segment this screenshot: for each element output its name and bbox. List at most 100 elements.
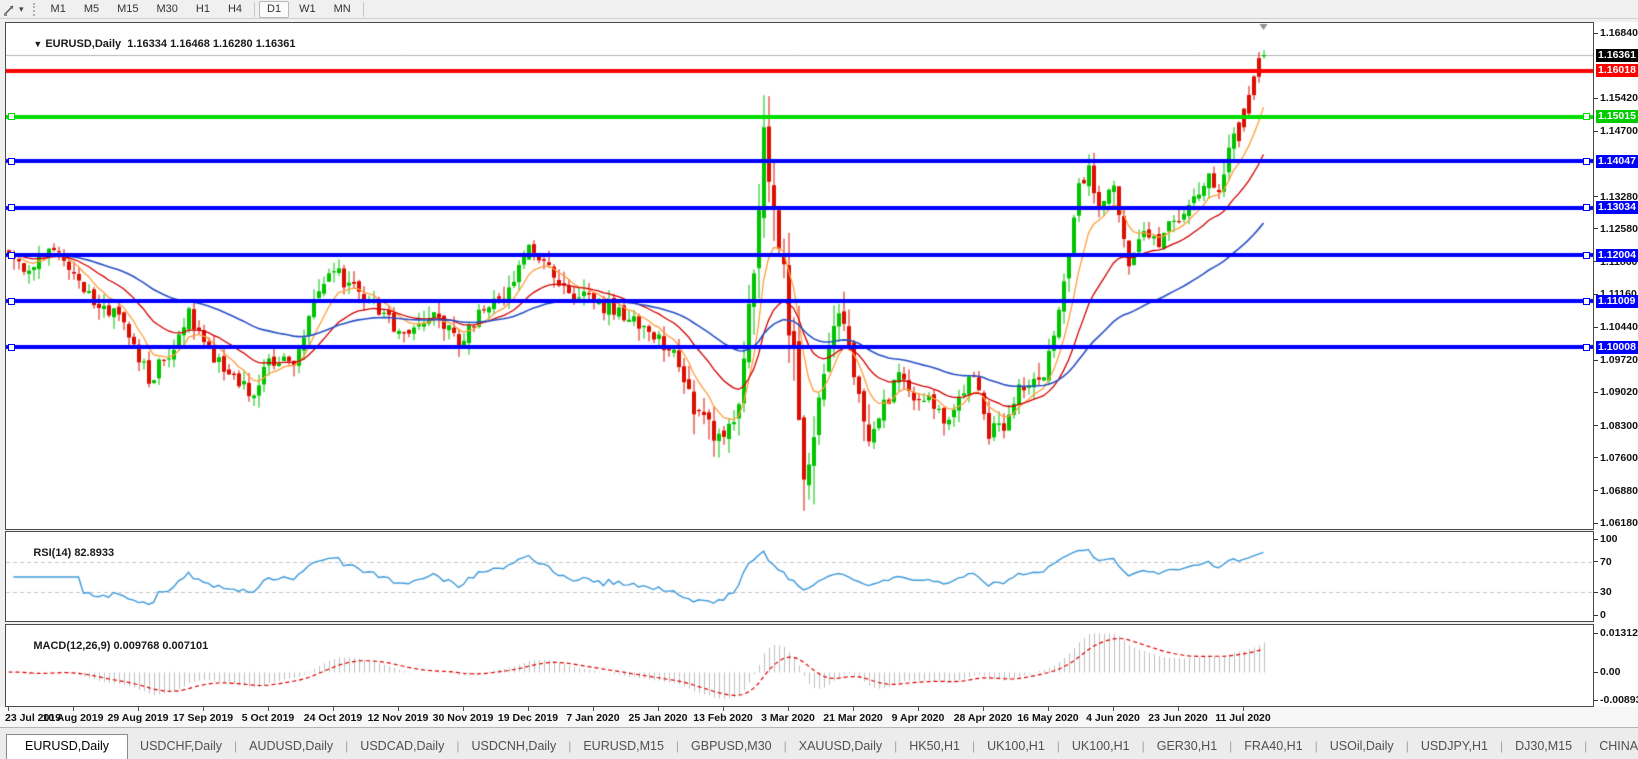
price-tick-mark [1594,457,1598,459]
macd-name: MACD(12,26,9) [33,640,111,652]
macd-tick-mark [1594,671,1598,673]
date-tick-mark [983,707,984,711]
date-tick-mark [138,707,139,711]
hline-handle[interactable] [1583,204,1590,212]
timeframe-button-w1[interactable]: W1 [299,2,316,15]
tab-divider: | [1229,738,1233,753]
tab-uk100-h1[interactable]: UK100,H1 [987,739,1045,753]
tab-uk100-h1[interactable]: UK100,H1 [1071,739,1130,753]
price-tick-mark [1594,293,1598,295]
tab-divider: | [1141,738,1145,753]
tab-usdcnh-daily[interactable]: USDCNH,Daily [471,739,557,753]
timeframe-button-d1[interactable]: D1 [259,0,290,18]
rsi-tick-label: 30 [1600,586,1612,599]
toolbar-grip[interactable] [32,2,37,16]
rsi-tick-mark [1594,538,1598,540]
date-tick-label: 23 Jun 2020 [1148,712,1208,724]
timeframe-button-m1[interactable]: M1 [50,2,66,15]
price-tick-label: 1.12580 [1600,222,1638,235]
cursor-tool-icon [4,5,14,16]
price-tick-label: 1.15420 [1600,92,1638,105]
dropdown-caret-icon: ▾ [19,3,24,14]
rsi-value: 82.8933 [74,547,115,559]
main-chart-canvas[interactable] [6,23,1593,529]
main-chart-panel: ▼ EURUSD,Daily 1.16334 1.16468 1.16280 1… [5,22,1594,530]
price-tick-mark [1594,261,1598,263]
hline-price-badge: 1.13034 [1596,201,1638,215]
rsi-canvas[interactable] [6,532,1593,621]
date-tick-mark [723,707,724,711]
date-tick-mark [398,707,399,711]
chart-title-caret-icon[interactable]: ▼ [33,39,43,49]
tab-audusd-daily[interactable]: AUDUSD,Daily [249,739,334,753]
date-tick-mark [1178,707,1179,711]
price-tick-label: 1.09720 [1600,354,1638,367]
tab-divider: | [675,738,680,753]
macd-tick-label: 0.00 [1600,666,1621,678]
rsi-indicator-panel: RSI(14) 82.8933 [5,531,1594,622]
price-tick-mark [1594,97,1598,99]
tab-divider: | [1584,738,1588,753]
date-tick-mark [463,707,464,711]
date-tick-label: 10 Aug 2019 [42,712,104,724]
hline-handle[interactable] [1583,157,1590,165]
macd-tick-label: -0.008933 [1600,694,1638,706]
hline-handle[interactable] [1583,113,1590,121]
date-tick-mark [788,707,789,711]
rsi-tick-label: 70 [1600,555,1612,568]
date-tick-label: 24 Oct 2019 [303,712,363,724]
hline-handle[interactable] [8,343,15,351]
tab-fra40-h1[interactable]: FRA40,H1 [1244,739,1303,753]
chart-tabs: EURUSD,Daily USDCHF,Daily | AUDUSD,Daily | US… [0,733,1638,759]
macd-tick-mark [1594,632,1598,634]
hline-handle[interactable] [8,157,15,165]
hline-handle[interactable] [8,113,15,121]
timeframe-button-h4[interactable]: H4 [227,2,243,15]
tab-divider: | [971,738,976,753]
tab-dj30-m15[interactable]: DJ30,M15 [1515,739,1573,753]
timeframe-button-h1[interactable]: H1 [195,2,210,15]
date-tick-label: 11 Jul 2020 [1215,712,1271,724]
hline-handle[interactable] [8,204,15,212]
hline-handle[interactable] [1583,343,1590,351]
timeframe-button-m15[interactable]: M15 [117,2,139,15]
hline-handle[interactable] [1583,251,1590,259]
timeframe-button-mn[interactable]: MN [333,2,351,15]
tab-eurusd-m15[interactable]: EURUSD,M15 [583,739,664,753]
tab-xauusd-daily[interactable]: XAUUSD,Daily [798,739,883,753]
price-tick-mark [1594,32,1598,34]
price-tick-label: 1.09020 [1600,386,1638,399]
tab-usoil-daily[interactable]: USOil,Daily [1329,739,1394,753]
price-tick-label: 1.07600 [1600,451,1638,464]
date-axis[interactable]: 23 Jul 2019 10 Aug 2019 29 Aug 2019 17 Sep … [0,707,1638,727]
tab-gbpusd-m30[interactable]: GBPUSD,M30 [691,739,772,753]
hline-handle[interactable] [1583,297,1590,305]
tab-china300-h4[interactable]: CHINA300,H4 [1599,739,1638,753]
cursor-tool-button[interactable]: ▾ [0,1,27,18]
hline-handle[interactable] [8,297,15,305]
date-tick-mark [333,707,334,711]
macd-canvas[interactable] [6,625,1593,706]
timeframe-button-m5[interactable]: M5 [83,2,100,15]
hline-handle[interactable] [8,251,15,259]
date-tick-mark [73,707,74,711]
date-tick-label: 29 Aug 2019 [107,712,169,724]
timeframe-button-m30[interactable]: M30 [156,2,178,15]
hline-price-badge: 1.10008 [1596,340,1638,354]
tab-usdcad-daily[interactable]: USDCAD,Daily [360,739,445,753]
tab-eurusd-daily[interactable]: EURUSD,Daily [6,734,129,759]
chart-ohlc-label: 1.16334 1.16468 1.16280 1.16361 [127,38,296,50]
tab-usdjpy-h1[interactable]: USDJPY,H1 [1420,739,1488,753]
price-axis[interactable]: 1.16840 1.15420 1.14700 1.13280 1.12580 1.118… [1594,22,1638,707]
date-tick-label: 21 Mar 2020 [823,712,883,724]
top-toolbar: ▾ M1 M5 M15 M30 H1 H4 D1 W1 MN [0,0,1638,19]
macd-indicator-panel: MACD(12,26,9) 0.009768 0.007101 [5,624,1594,707]
tab-ger30-h1[interactable]: GER30,H1 [1156,739,1218,753]
tab-hk50-h1[interactable]: HK50,H1 [909,739,960,753]
date-tick-label: 19 Dec 2019 [497,712,559,724]
date-tick-label: 13 Feb 2020 [693,712,753,724]
tab-usdchf-daily[interactable]: USDCHF,Daily [140,739,222,753]
rsi-tick-label: 0 [1600,609,1606,621]
price-tick-label: 1.10440 [1600,321,1638,334]
tab-divider: | [345,738,349,753]
